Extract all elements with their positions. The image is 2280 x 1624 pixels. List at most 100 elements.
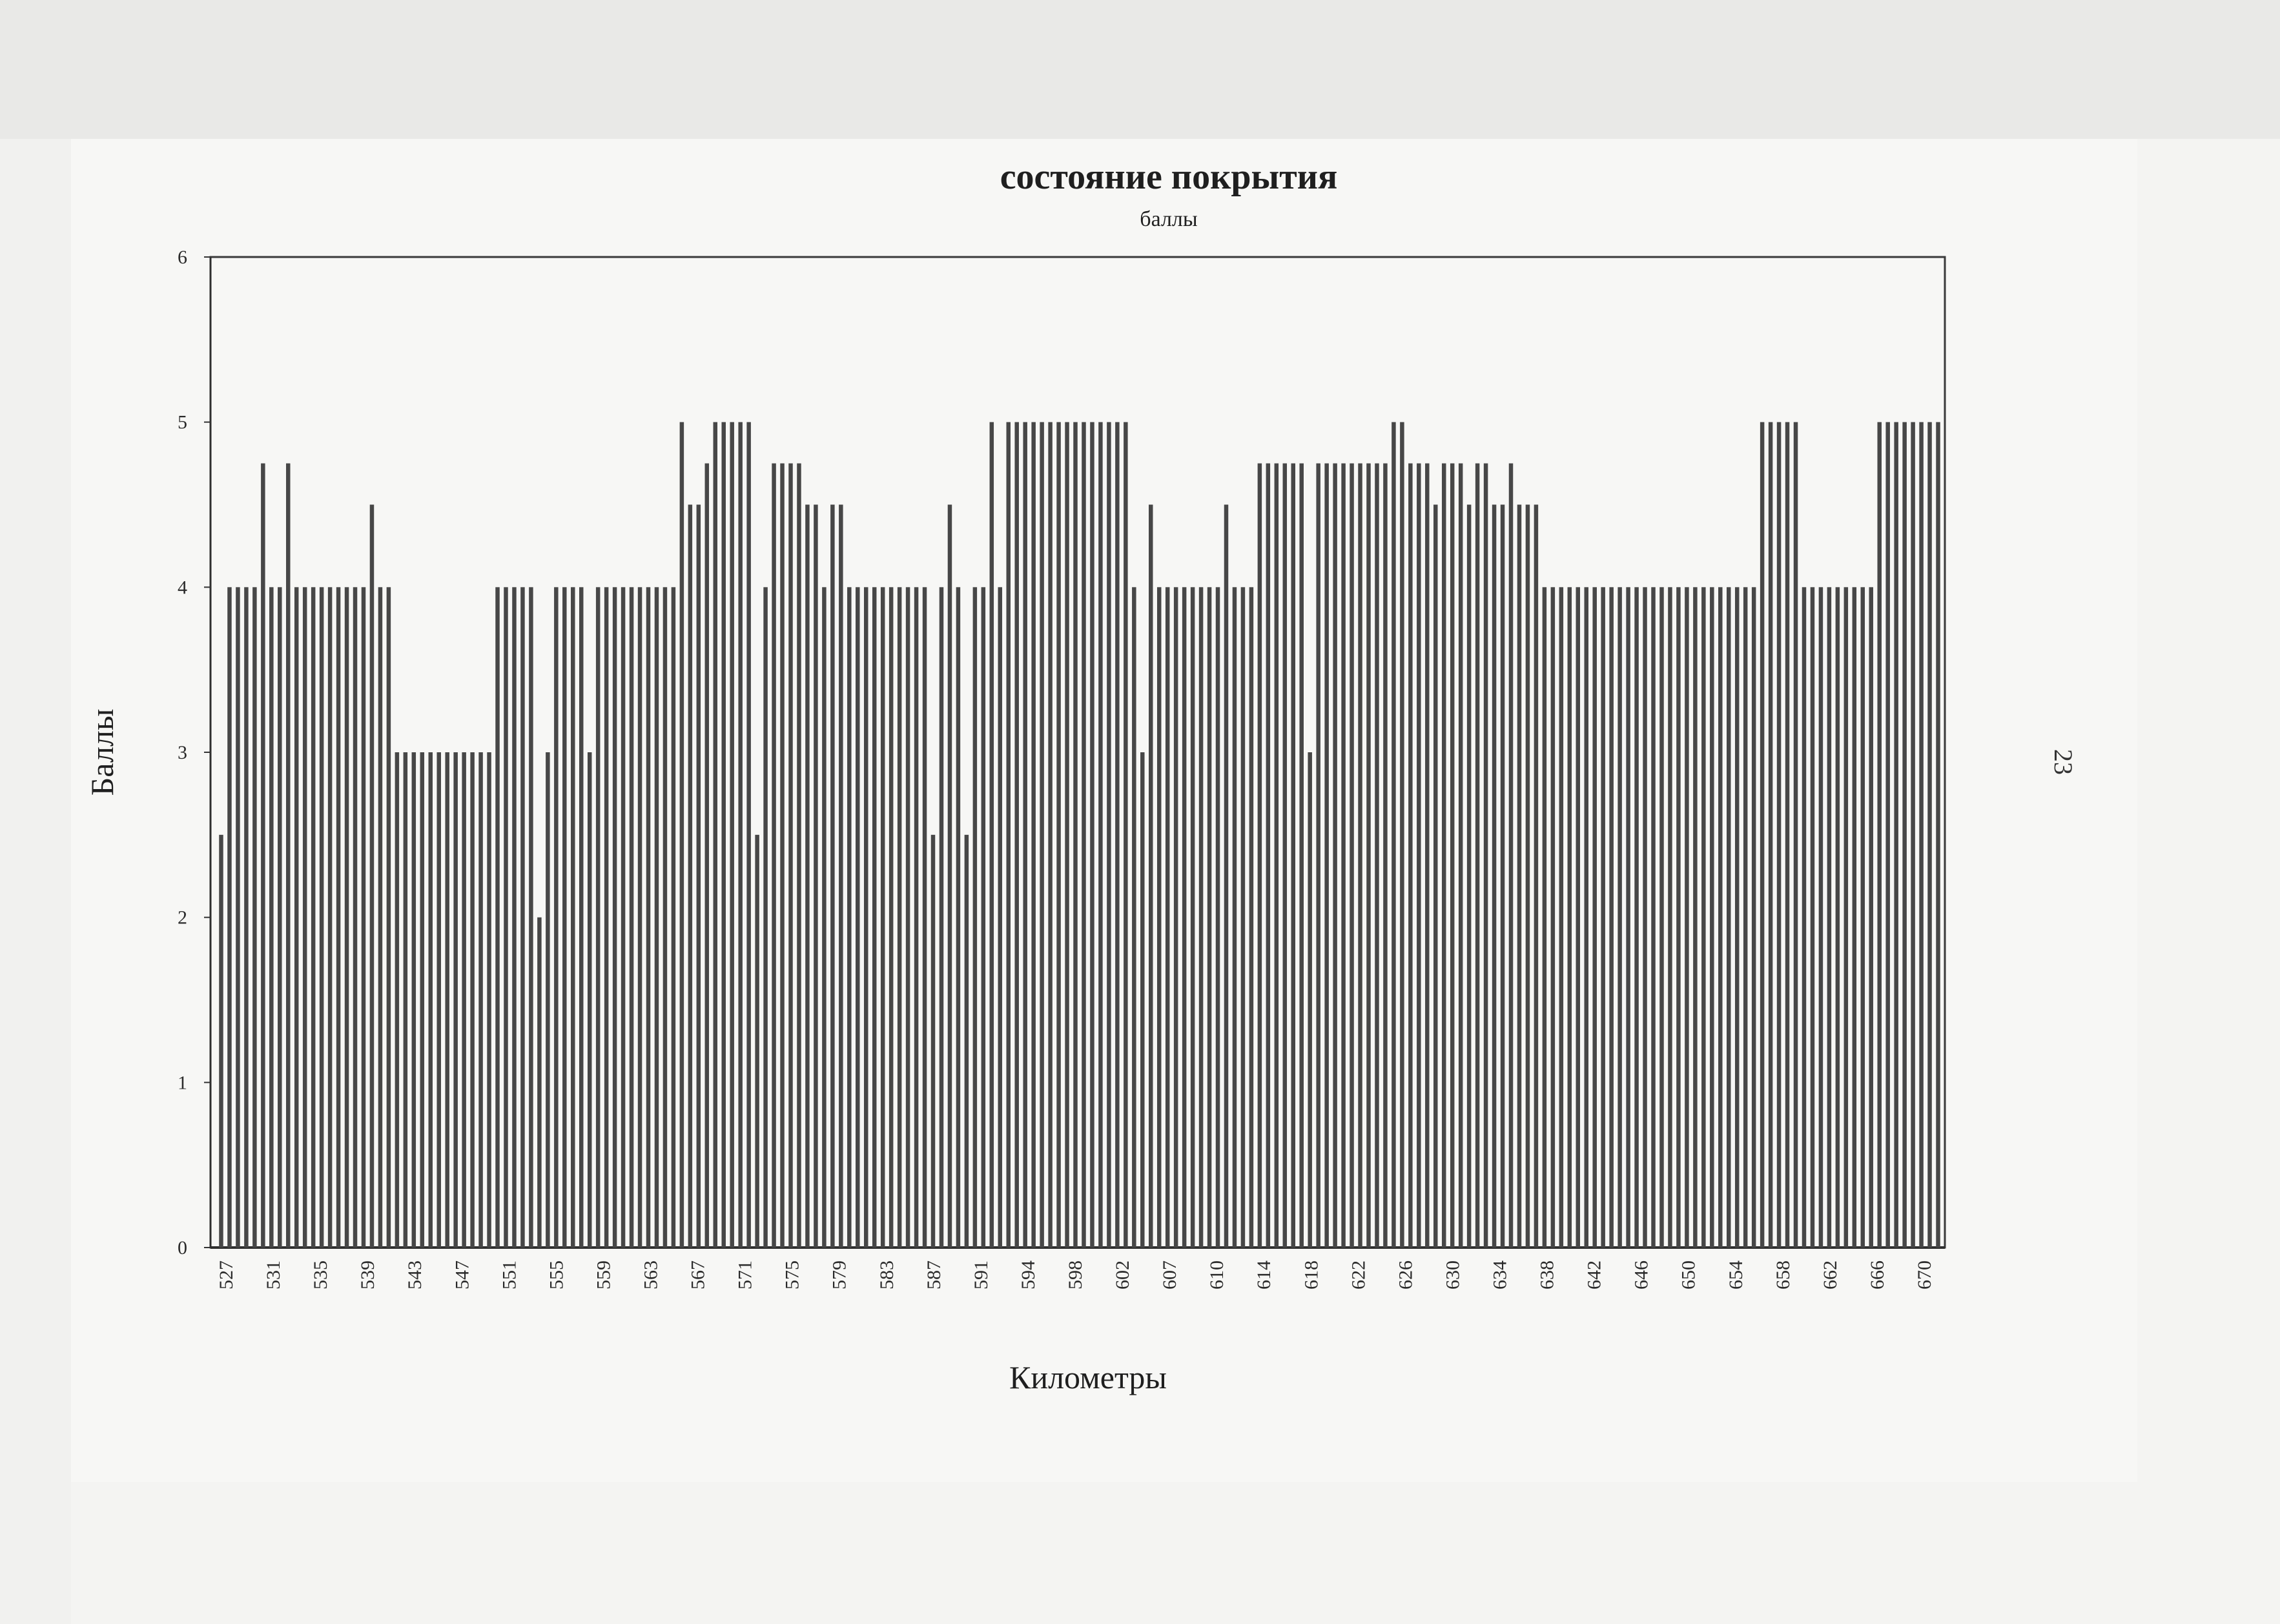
x-tick-label-547: 547 [451, 1260, 473, 1290]
bar-203 [1919, 422, 1924, 1248]
x-tick-label-598: 598 [1065, 1260, 1086, 1290]
bar-114 [1173, 587, 1178, 1248]
x-tick-label-662: 662 [1820, 1260, 1841, 1290]
chart-subtitle: баллы [1140, 207, 1198, 231]
bar-40 [554, 587, 559, 1248]
bar-196 [1860, 587, 1865, 1248]
x-tick-label-650: 650 [1678, 1260, 1700, 1290]
bar-149 [1466, 504, 1472, 1248]
bar-205 [1936, 422, 1940, 1248]
bar-144 [1425, 463, 1430, 1248]
bar-197 [1869, 587, 1873, 1248]
bar-66 [772, 463, 776, 1248]
bar-36 [520, 587, 525, 1248]
x-tick-label-563: 563 [641, 1260, 662, 1290]
bar-151 [1483, 463, 1488, 1248]
x-tick-label-614: 614 [1253, 1260, 1275, 1290]
y-tick-label-0: 0 [178, 1237, 187, 1259]
x-tick-label-607: 607 [1159, 1260, 1180, 1290]
bar-111 [1149, 504, 1153, 1248]
x-tick-label-543: 543 [404, 1260, 426, 1290]
bar-34 [504, 587, 508, 1248]
y-tick-label-5: 5 [178, 412, 187, 433]
bar-32 [487, 752, 491, 1248]
bar-146 [1441, 463, 1446, 1248]
x-tick-label-638: 638 [1537, 1260, 1558, 1290]
bar-15 [344, 587, 349, 1248]
bar-13 [327, 587, 333, 1248]
bar-180 [1727, 587, 1731, 1248]
bar-176 [1693, 587, 1698, 1248]
bar-70 [805, 504, 810, 1248]
page-number: 23 [2049, 749, 2078, 775]
bar-12 [319, 587, 324, 1248]
x-tick-label-587: 587 [923, 1260, 945, 1290]
x-tick-label-527: 527 [216, 1260, 237, 1290]
top-scan-band [0, 0, 2280, 139]
x-tick-label-618: 618 [1300, 1260, 1322, 1290]
bar-43 [579, 587, 584, 1248]
bar-145 [1433, 504, 1438, 1248]
bar-194 [1844, 587, 1849, 1248]
bar-122 [1240, 587, 1246, 1248]
bar-118 [1207, 587, 1212, 1248]
bar-53 [662, 587, 668, 1248]
bar-2 [236, 587, 240, 1248]
bar-99 [1048, 422, 1053, 1248]
bar-100 [1056, 422, 1061, 1248]
bar-20 [386, 587, 391, 1248]
bar-46 [604, 587, 609, 1248]
bar-23 [411, 752, 416, 1248]
bar-112 [1156, 587, 1162, 1248]
bar-54 [671, 587, 676, 1248]
bar-52 [654, 587, 659, 1248]
chart-title: состояние покрытия [1000, 157, 1338, 197]
x-tick-label-622: 622 [1348, 1260, 1369, 1290]
bar-103 [1082, 422, 1086, 1248]
bar-88 [956, 587, 961, 1248]
bar-126 [1274, 463, 1279, 1248]
bar-109 [1132, 587, 1136, 1248]
x-tick-label-579: 579 [829, 1260, 850, 1290]
bar-75 [847, 587, 852, 1248]
bar-183 [1751, 587, 1756, 1248]
bar-105 [1098, 422, 1103, 1248]
bar-115 [1182, 587, 1187, 1248]
bar-131 [1316, 463, 1320, 1248]
bar-120 [1224, 504, 1229, 1248]
x-tick-label-634: 634 [1490, 1260, 1511, 1290]
x-tick-label-555: 555 [546, 1260, 567, 1290]
bar-169 [1634, 587, 1639, 1248]
y-tick-label-2: 2 [178, 907, 187, 929]
bar-59 [713, 422, 718, 1248]
bar-148 [1458, 463, 1463, 1248]
bar-152 [1492, 504, 1497, 1248]
bar-163 [1584, 587, 1588, 1248]
bar-86 [939, 587, 944, 1248]
y-tick-label-4: 4 [178, 577, 187, 598]
y-axis-label: Баллы [84, 709, 120, 796]
y-tick-label-3: 3 [178, 742, 187, 763]
x-ticks: 527 531 535 539 543 547 551 555 559 563 567 571 575 5… [216, 1260, 1935, 1290]
bar-8 [286, 463, 291, 1248]
bar-106 [1107, 422, 1111, 1248]
bar-128 [1291, 463, 1295, 1248]
bar-161 [1567, 587, 1572, 1248]
bar-47 [612, 587, 617, 1248]
x-tick-label-594: 594 [1018, 1260, 1039, 1290]
bar-188 [1793, 422, 1798, 1248]
bar-191 [1818, 587, 1823, 1248]
bar-89 [964, 834, 969, 1248]
bar-200 [1894, 422, 1898, 1248]
y-ticks: 0 1 2 3 4 5 6 [178, 247, 211, 1259]
bar-168 [1626, 587, 1630, 1248]
bar-58 [704, 463, 710, 1248]
bar-130 [1308, 752, 1312, 1248]
bar-48 [621, 587, 626, 1248]
bar-96 [1023, 422, 1027, 1248]
bar-82 [905, 587, 910, 1248]
bar-68 [788, 463, 793, 1248]
bar-166 [1609, 587, 1614, 1248]
bar-91 [981, 587, 986, 1248]
bar-170 [1643, 587, 1647, 1248]
